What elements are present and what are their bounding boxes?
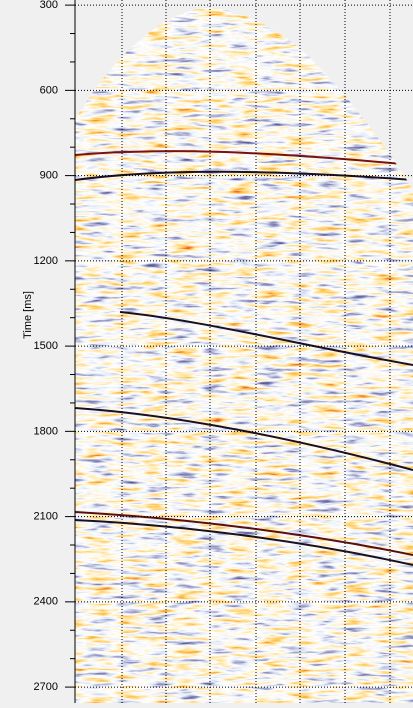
y-axis-label: Time [ms]: [22, 291, 34, 339]
y-tick-label: 1500: [34, 340, 58, 352]
y-tick-label: 2100: [34, 511, 58, 523]
vertical-grid: [121, 0, 391, 703]
seismic-section: [75, 8, 413, 703]
y-tick-label: 900: [40, 170, 58, 182]
reflectors: [75, 150, 413, 566]
y-tick-label: 1200: [34, 255, 58, 267]
y-tick-label: 1800: [34, 425, 58, 437]
y-tick-label: 600: [40, 84, 58, 96]
y-tick-label: 300: [40, 0, 58, 11]
y-tick-label: 2400: [34, 596, 58, 608]
y-tick-label: 2700: [34, 681, 58, 693]
amplitude-image: [75, 8, 413, 703]
